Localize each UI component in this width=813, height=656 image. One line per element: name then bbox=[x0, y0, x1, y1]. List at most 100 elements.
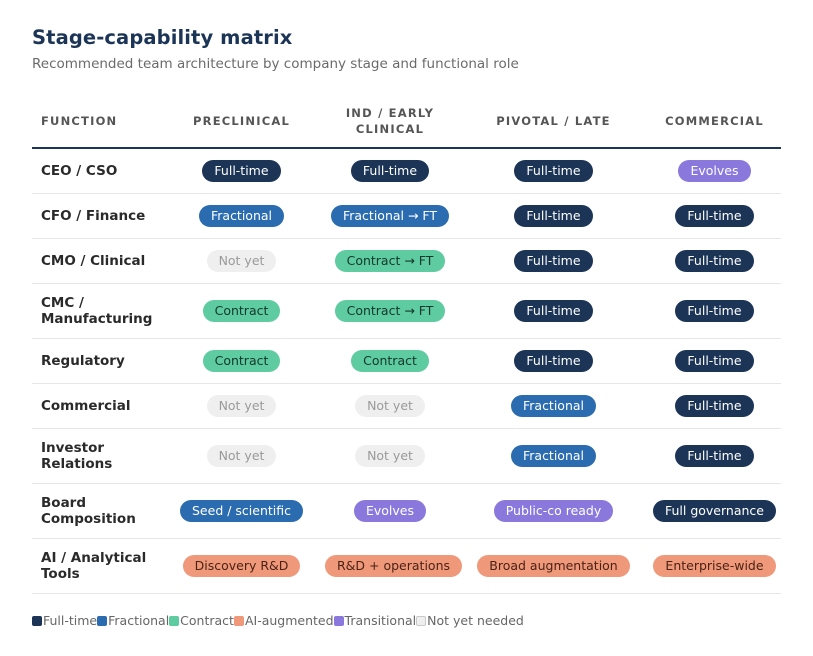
legend-label: Fractional bbox=[108, 613, 170, 628]
function-label: CFO / Finance bbox=[32, 193, 162, 239]
table-cell: Evolves bbox=[648, 148, 781, 194]
column-header-function: FUNCTION bbox=[32, 95, 162, 149]
status-badge: Seed / scientific bbox=[180, 500, 303, 522]
legend-label: Contract bbox=[180, 613, 234, 628]
legend-item: Transitional bbox=[333, 613, 417, 628]
status-badge: Evolves bbox=[678, 160, 751, 182]
legend-label: Not yet needed bbox=[427, 613, 524, 628]
column-header-pivotal-late: PIVOTAL / LATE bbox=[459, 95, 648, 149]
column-header-preclinical: PRECLINICAL bbox=[162, 95, 321, 149]
table-cell: Discovery R&D bbox=[162, 538, 321, 594]
status-badge: Not yet bbox=[355, 395, 425, 417]
status-badge: Full-time bbox=[675, 395, 754, 417]
table-cell: Full-time bbox=[459, 148, 648, 194]
status-badge: Full-time bbox=[675, 205, 754, 227]
column-header-ind-early-clinical: IND / EARLY CLINICAL bbox=[321, 95, 459, 149]
legend-swatch bbox=[416, 615, 427, 626]
table-cell: Full-time bbox=[459, 283, 648, 339]
table-cell: Contract → FT bbox=[321, 238, 459, 284]
table-cell: Full-time bbox=[321, 148, 459, 194]
table-row: Investor Relations Not yet Not yet Fraction… bbox=[32, 428, 781, 484]
table-cell: Full-time bbox=[648, 338, 781, 384]
legend-item: AI-augmented bbox=[233, 613, 334, 628]
table-cell: Fractional bbox=[459, 383, 648, 429]
legend-swatch bbox=[169, 615, 180, 626]
table-cell: Broad augmentation bbox=[459, 538, 648, 594]
legend-item: Contract bbox=[169, 613, 234, 628]
table-row: Regulatory Contract Contract Full-time Full-… bbox=[32, 338, 781, 384]
legend-swatch bbox=[333, 615, 344, 626]
table-cell: Contract bbox=[162, 338, 321, 384]
status-badge: Fractional bbox=[510, 395, 597, 417]
status-badge: Broad augmentation bbox=[477, 555, 630, 577]
table-cell: Full-time bbox=[648, 428, 781, 484]
page-subtitle: Recommended team architecture by company… bbox=[32, 56, 519, 72]
table-cell: Not yet bbox=[162, 383, 321, 429]
status-badge: Contract → FT bbox=[334, 250, 446, 272]
table-cell: Seed / scientific bbox=[162, 483, 321, 539]
status-badge: Contract bbox=[202, 300, 281, 322]
legend-item: Full-time bbox=[32, 613, 97, 628]
table-cell: Public-co ready bbox=[459, 483, 648, 539]
status-badge: Full-time bbox=[675, 300, 754, 322]
table-cell: Contract → FT bbox=[321, 283, 459, 339]
table-cell: Full-time bbox=[459, 338, 648, 384]
table-cell: Full-time bbox=[648, 383, 781, 429]
table-cell: Fractional bbox=[162, 193, 321, 239]
table-row: CEO / CSO Full-time Full-time Full-time Evol… bbox=[32, 148, 781, 194]
status-badge: Public-co ready bbox=[493, 500, 614, 522]
table-cell: Evolves bbox=[321, 483, 459, 539]
table-cell: Not yet bbox=[162, 428, 321, 484]
table-cell: Not yet bbox=[321, 428, 459, 484]
status-badge: Full-time bbox=[514, 205, 593, 227]
table-cell: Full governance bbox=[648, 483, 781, 539]
table-cell: Not yet bbox=[321, 383, 459, 429]
function-label: AI / Analytical Tools bbox=[32, 538, 162, 594]
status-badge: Not yet bbox=[206, 445, 277, 467]
legend-item: Fractional bbox=[97, 613, 169, 628]
table-header-row: FUNCTION PRECLINICAL IND / EARLY CLINICA… bbox=[32, 95, 781, 149]
legend-swatch bbox=[233, 615, 244, 626]
legend-item: Not yet needed bbox=[416, 613, 524, 628]
status-badge: Full governance bbox=[652, 500, 776, 522]
table-row: Commercial Not yet Not yet Fractional Full-t… bbox=[32, 383, 781, 429]
function-label: Commercial bbox=[32, 383, 162, 429]
table-cell: Full-time bbox=[648, 283, 781, 339]
table-cell: Contract bbox=[162, 283, 321, 339]
table-row: CFO / Finance Fractional Fractional → FT Fu… bbox=[32, 193, 781, 239]
status-badge: Fractional → FT bbox=[330, 205, 450, 227]
status-badge: Full-time bbox=[350, 160, 430, 182]
status-badge: Contract → FT bbox=[334, 300, 446, 322]
page-title: Stage-capability matrix bbox=[32, 26, 293, 49]
status-badge: Not yet bbox=[206, 395, 277, 417]
function-label: CMO / Clinical bbox=[32, 238, 162, 284]
table-cell: Full-time bbox=[648, 238, 781, 284]
status-badge: Full-time bbox=[675, 445, 754, 467]
legend-label: Transitional bbox=[344, 613, 417, 628]
function-label: Investor Relations bbox=[32, 428, 162, 484]
function-label: CMC / Manufacturing bbox=[32, 283, 162, 339]
table-cell: Fractional bbox=[459, 428, 648, 484]
status-badge: Full-time bbox=[514, 300, 593, 322]
table-cell: Not yet bbox=[162, 238, 321, 284]
status-badge: Contract bbox=[202, 350, 281, 372]
table-row: CMC / Manufacturing Contract Contract → FT… bbox=[32, 283, 781, 339]
legend-swatch bbox=[97, 615, 108, 626]
stage-capability-table: FUNCTION PRECLINICAL IND / EARLY CLINICA… bbox=[32, 95, 781, 594]
status-badge: Fractional bbox=[198, 205, 285, 227]
legend-label: Full-time bbox=[43, 613, 98, 628]
status-badge: Evolves bbox=[353, 500, 427, 522]
status-badge: Full-time bbox=[675, 350, 754, 372]
status-badge: Full-time bbox=[514, 160, 593, 182]
table-cell: Full-time bbox=[648, 193, 781, 239]
function-label: Board Composition bbox=[32, 483, 162, 539]
status-badge: Not yet bbox=[206, 250, 277, 272]
table-row: Board Composition Seed / scientific Evolve… bbox=[32, 483, 781, 539]
table-row: CMO / Clinical Not yet Contract → FT Full-t… bbox=[32, 238, 781, 284]
table-row: AI / Analytical Tools Discovery R&D R&D + … bbox=[32, 538, 781, 594]
legend-swatch bbox=[32, 615, 42, 626]
legend: Full-time Fractional Contract AI-augmented T… bbox=[32, 613, 524, 628]
table-body: CEO / CSO Full-time Full-time Full-time Evol… bbox=[32, 148, 781, 594]
status-badge: Enterprise-wide bbox=[653, 555, 776, 577]
